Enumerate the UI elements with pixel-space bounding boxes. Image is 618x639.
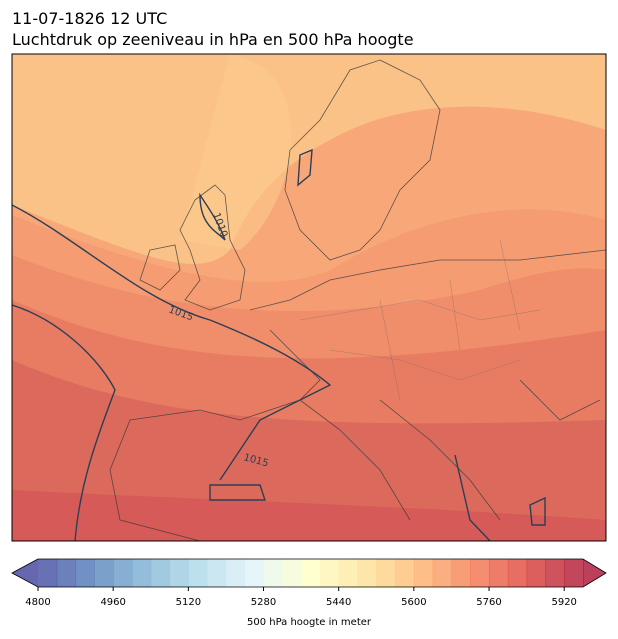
colorbar-extend <box>12 559 38 587</box>
coastline <box>179 184 246 311</box>
colorbar-tick-label: 5760 <box>476 597 501 608</box>
colorbar-segment <box>113 559 133 587</box>
isobar <box>199 192 226 241</box>
colorbar-segment <box>282 559 302 587</box>
colorbar-segment <box>470 559 490 587</box>
isobar <box>12 204 332 481</box>
colorbar-tick-label: 5600 <box>401 597 426 608</box>
title-line: Luchtdruk op zeeniveau in hPa en 500 hPa… <box>12 30 414 49</box>
coastline <box>139 244 181 291</box>
colorbar-segment <box>131 559 152 587</box>
colorbar-segment <box>56 559 77 587</box>
colorbar-segment <box>207 559 227 587</box>
colorbar-segment <box>169 559 189 587</box>
colorbar-tick-label: 4960 <box>100 597 125 608</box>
colorbar: 4800 4960 5120 5280 5440 5600 5760 5920 <box>11 558 607 608</box>
colorbar-tick-label: 5440 <box>326 597 351 608</box>
isobar <box>454 454 546 541</box>
colorbar-segment <box>319 559 340 587</box>
colorbar-segment <box>432 559 452 587</box>
colorbar-tick-label: 5120 <box>176 597 201 608</box>
map: 1010 1015 1015 <box>12 54 606 541</box>
isobar <box>297 148 313 187</box>
colorbar-segment <box>395 559 415 587</box>
fill-band <box>12 490 606 541</box>
colorbar-outline <box>11 558 607 588</box>
colorbar-segment <box>38 559 58 587</box>
colorbar-segment <box>150 559 171 587</box>
colorbar-label: 500 hPa hoogte in meter <box>247 617 372 628</box>
colorbar-segment <box>413 559 434 587</box>
colorbar-segment <box>263 559 283 587</box>
map-frame <box>11 53 607 542</box>
isobar <box>209 484 266 501</box>
colorbar-segment <box>376 559 396 587</box>
colorbar-segment <box>357 559 377 587</box>
colorbar-segment <box>507 559 528 587</box>
fill-band <box>12 54 606 264</box>
colorbar-segment <box>94 559 114 587</box>
colorbar-tick-label: 4800 <box>25 597 50 608</box>
colorbar-segment <box>301 559 321 587</box>
colorbar-segment <box>526 559 546 587</box>
isobar <box>12 304 116 541</box>
colorbar-segment <box>244 559 265 587</box>
coastline <box>109 249 606 541</box>
border <box>299 239 541 401</box>
title-line: 11-07-1826 12 UTC <box>12 9 167 28</box>
colorbar-segment <box>545 559 565 587</box>
colorbar-extend <box>583 559 606 587</box>
fill-band <box>180 54 292 250</box>
colorbar-segment <box>75 559 95 587</box>
colorbar-segment <box>451 559 471 587</box>
colorbar-segment <box>188 559 208 587</box>
colorbar-segment <box>489 559 509 587</box>
colorbar-segment <box>225 559 246 587</box>
colorbar-tick-label: 5920 <box>551 597 576 608</box>
colorbar-segment <box>564 559 584 587</box>
coastline <box>284 59 441 261</box>
colorbar-tick-label: 5280 <box>251 597 276 608</box>
colorbar-segment <box>338 559 358 587</box>
